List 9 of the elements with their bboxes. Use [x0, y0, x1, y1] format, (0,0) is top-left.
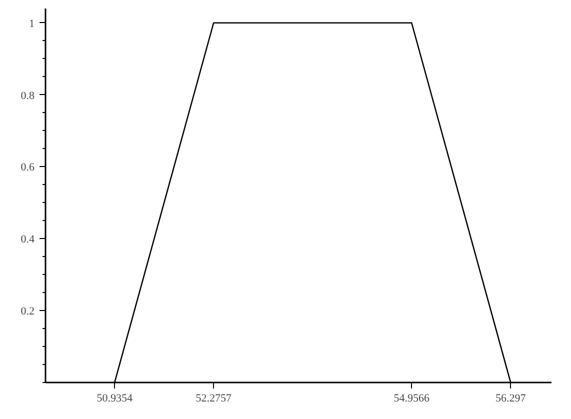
x-tick-label: 54.9566 [394, 392, 430, 404]
y-tick-label: 0.6 [20, 162, 35, 174]
x-tick-label: 52.2757 [196, 392, 232, 404]
y-tick-label: 0.4 [20, 234, 35, 246]
y-tick-label: 0.2 [20, 306, 34, 318]
y-tick-label: 0.8 [20, 90, 35, 102]
x-tick-label: 50.9354 [96, 392, 133, 404]
x-tick-label: 56.297 [496, 392, 526, 404]
y-tick-label: 1 [29, 18, 34, 30]
